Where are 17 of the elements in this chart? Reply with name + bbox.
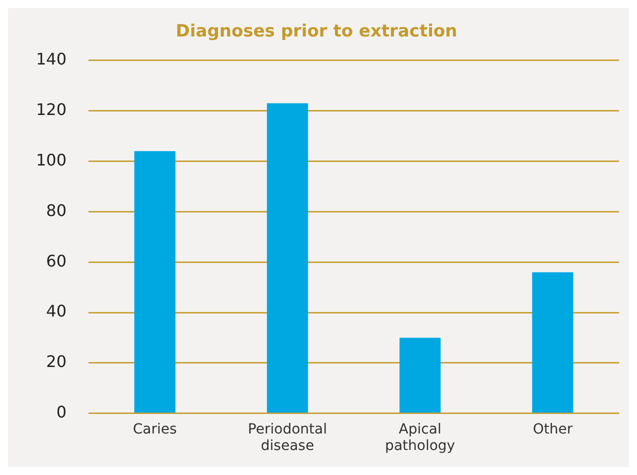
- y-tick-label: 140: [36, 50, 67, 69]
- y-tick-label: 60: [46, 251, 67, 270]
- bar: [134, 151, 176, 413]
- x-tick-label: Other: [532, 421, 573, 438]
- x-tick-label: Apical pathology: [385, 421, 456, 454]
- chart-title: Diagnoses prior to extraction: [176, 22, 458, 42]
- bar: [400, 338, 441, 413]
- y-tick-label: 20: [46, 352, 67, 372]
- x-tick-label: Caries: [132, 421, 177, 438]
- y-tick-label: 40: [46, 302, 67, 321]
- bar: [532, 272, 574, 413]
- x-tick-label: Periodontal disease: [248, 421, 327, 454]
- bar: [266, 103, 308, 413]
- y-tick-label: 80: [46, 200, 67, 220]
- y-tick-label: 120: [36, 100, 67, 119]
- y-tick-label: 100: [36, 150, 67, 170]
- y-tick-label: 0: [56, 402, 67, 422]
